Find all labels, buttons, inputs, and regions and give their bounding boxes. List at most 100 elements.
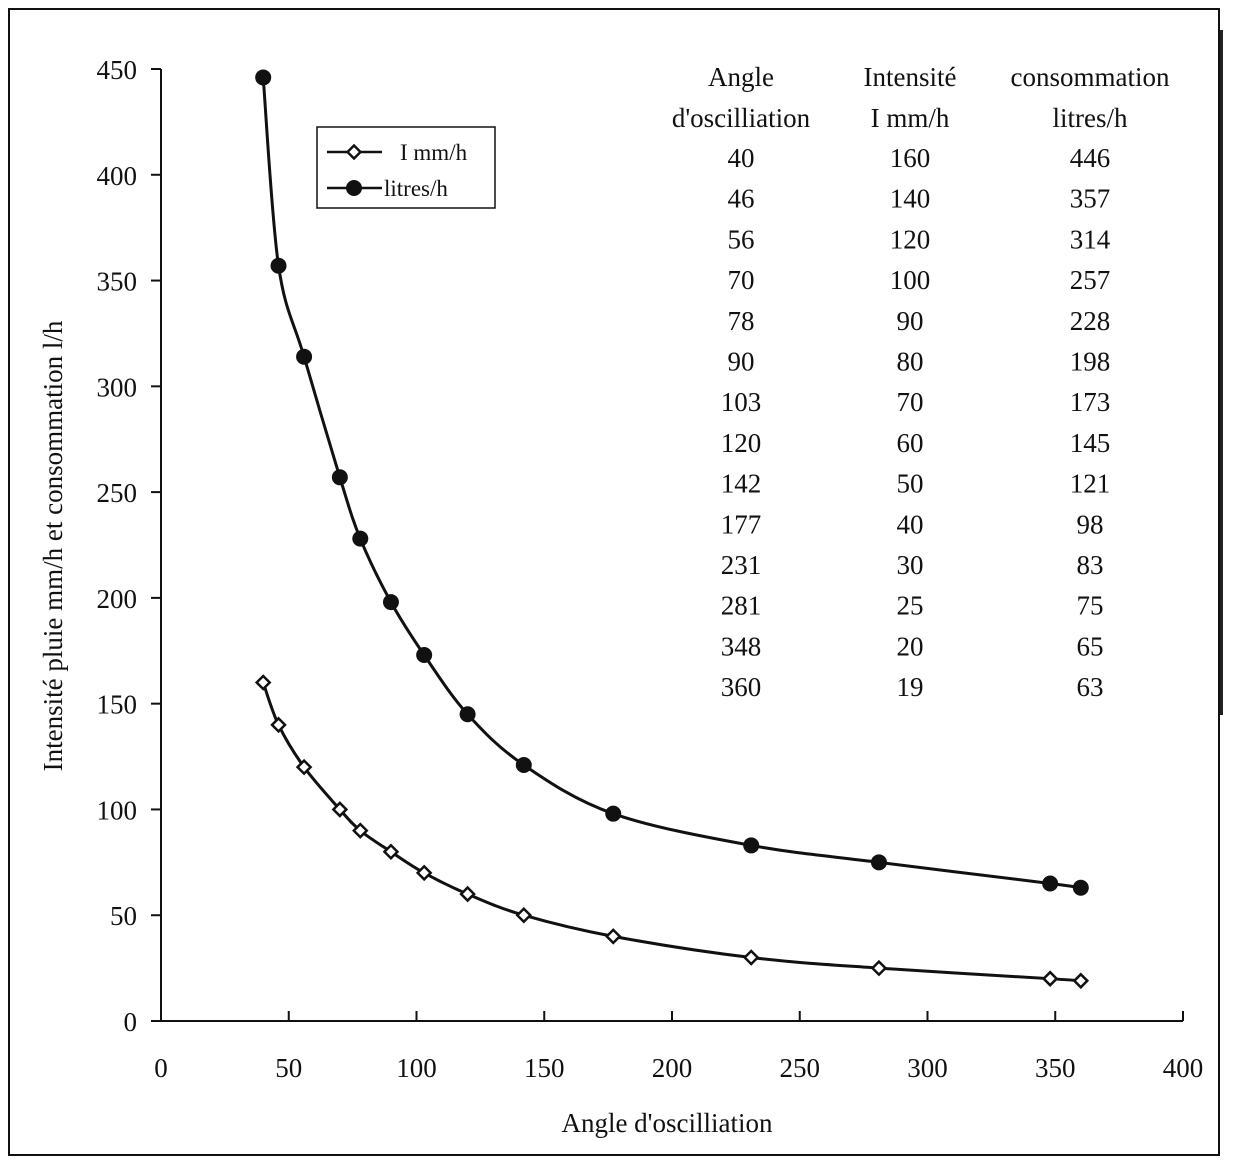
figure-frame: [8, 8, 1220, 1156]
y-tick-label: 250: [97, 478, 138, 508]
axes: [160, 69, 1183, 1022]
table-cell: 120: [721, 428, 762, 458]
x-tick-label: 300: [907, 1053, 948, 1083]
data-point-circle: [1042, 875, 1059, 892]
data-point-diamond: [1072, 972, 1090, 990]
y-ticks: 0 50 100 150 200 250 300 350 400 450: [97, 55, 161, 1037]
table-header-cell: d'oscilliation: [672, 103, 811, 133]
x-tick-label: 0: [154, 1053, 168, 1083]
table-cell: 257: [1070, 265, 1111, 295]
data-point-diamond: [459, 885, 476, 903]
table-cell: 198: [1070, 347, 1111, 377]
data-point-diamond: [331, 801, 349, 818]
table-cell: 360: [721, 672, 762, 702]
y-tick-label: 50: [110, 901, 137, 931]
series-layer: [254, 69, 1090, 990]
table-cell: 160: [890, 143, 931, 173]
data-point-diamond: [604, 928, 622, 945]
data-point-diamond: [270, 716, 287, 734]
x-tick-label: 200: [652, 1053, 693, 1083]
legend-box: [316, 126, 496, 209]
x-tick-label: 100: [396, 1053, 437, 1083]
table-header-cell: Angle: [708, 62, 774, 92]
data-point-circle: [255, 69, 272, 86]
x-tick-label: 150: [524, 1053, 565, 1083]
data-point-circle: [743, 837, 760, 854]
data-point-circle: [296, 348, 313, 365]
x-axis-title: Angle d'oscilliation: [561, 1108, 773, 1138]
data-point-circle: [416, 647, 433, 664]
table-cell: 80: [897, 347, 924, 377]
table-cell: 103: [721, 387, 762, 417]
data-point-circle: [331, 469, 348, 486]
legend-label: I mm/h: [400, 140, 468, 165]
table-cell: 145: [1070, 428, 1111, 458]
table-cell: 19: [897, 672, 924, 702]
y-tick-label: 200: [97, 584, 138, 614]
x-tick-label: 400: [1163, 1053, 1204, 1083]
table-header-cell: I mm/h: [871, 103, 950, 133]
y-tick-label: 450: [97, 55, 138, 85]
table-cell: 78: [728, 306, 755, 336]
table-cell: 90: [897, 306, 924, 336]
y-axis-title: Intensité pluie mm/h et consommation l/h: [38, 320, 68, 771]
table-cell: 357: [1070, 184, 1111, 214]
data-point-circle: [870, 854, 887, 871]
y-tick-label: 0: [124, 1007, 138, 1037]
table-cell: 142: [721, 469, 762, 499]
y-tick-label: 350: [97, 267, 138, 297]
x-tick-label: 350: [1035, 1053, 1076, 1083]
y-tick-label: 300: [97, 372, 138, 402]
data-point-diamond: [382, 843, 400, 861]
data-point-diamond: [515, 906, 533, 924]
data-point-diamond: [295, 758, 313, 776]
table-cell: 121: [1070, 469, 1111, 499]
table-cell: 70: [897, 387, 924, 417]
table-cell: 46: [728, 184, 755, 214]
x-tick-label: 50: [275, 1053, 302, 1083]
legend-label: litres/h: [384, 176, 448, 201]
x-ticks: 0 50 100 150 200 250 300 350 400: [154, 1011, 1203, 1083]
data-point-diamond: [1041, 970, 1059, 987]
legend-marker-circle: [346, 180, 362, 196]
table-cell: 446: [1070, 143, 1111, 173]
table-cell: 348: [721, 631, 762, 661]
table-cell: 40: [897, 509, 924, 539]
table-cell: 75: [1077, 591, 1104, 621]
table-cell: 90: [728, 347, 755, 377]
y-tick-label: 150: [97, 690, 138, 720]
table-cell: 83: [1077, 550, 1104, 580]
table-cell: 63: [1077, 672, 1104, 702]
x-tick-label: 250: [780, 1053, 821, 1083]
data-point-diamond: [254, 674, 272, 691]
data-point-diamond: [742, 949, 760, 966]
data-table: Angle d'oscilliation Intensité I mm/h consom…: [672, 62, 1170, 702]
table-header-cell: Intensité: [864, 62, 957, 92]
table-cell: 25: [897, 591, 924, 621]
data-point-diamond: [870, 959, 888, 977]
table-cell: 231: [721, 550, 762, 580]
right-border-rule: [1220, 30, 1223, 715]
table-cell: 177: [721, 509, 762, 539]
table-cell: 173: [1070, 387, 1111, 417]
table-cell: 120: [890, 224, 931, 254]
table-cell: 98: [1077, 509, 1104, 539]
series-litres: [255, 69, 1089, 896]
table-cell: 30: [897, 550, 924, 580]
table-cell: 50: [897, 469, 924, 499]
y-tick-label: 400: [97, 161, 138, 191]
table-header-cell: litres/h: [1053, 103, 1128, 133]
table-cell: 70: [728, 265, 755, 295]
series-intensity: [254, 674, 1090, 990]
table-cell: 56: [728, 224, 755, 254]
data-point-circle: [270, 257, 287, 274]
table-cell: 314: [1070, 224, 1111, 254]
table-cell: 281: [721, 591, 762, 621]
table-cell: 100: [890, 265, 931, 295]
y-tick-label: 100: [97, 795, 138, 825]
data-point-circle: [605, 805, 622, 822]
data-point-circle: [382, 594, 399, 611]
table-cell: 40: [728, 143, 755, 173]
data-point-diamond: [415, 864, 433, 882]
